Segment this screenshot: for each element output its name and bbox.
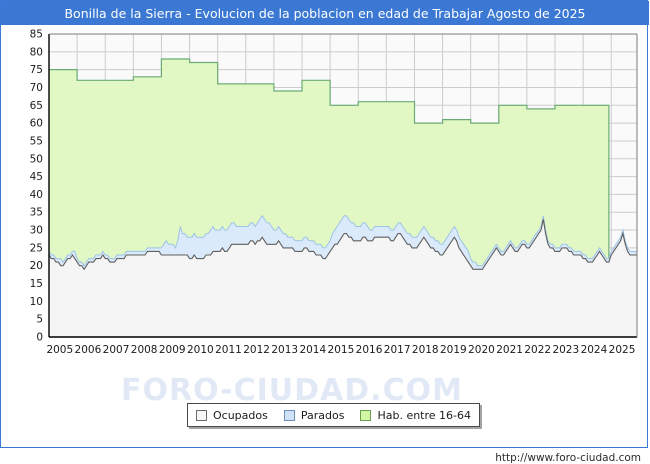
svg-text:75: 75 — [30, 64, 43, 76]
svg-text:2005: 2005 — [46, 344, 73, 356]
svg-text:2009: 2009 — [159, 344, 186, 356]
legend-swatch-ocupados — [196, 409, 207, 421]
svg-text:2024: 2024 — [581, 344, 608, 356]
svg-text:2007: 2007 — [103, 344, 130, 356]
svg-text:65: 65 — [30, 100, 43, 112]
svg-text:50: 50 — [30, 153, 43, 165]
svg-text:20: 20 — [30, 260, 43, 272]
svg-text:2016: 2016 — [356, 344, 383, 356]
page-title: Bonilla de la Sierra - Evolucion de la p… — [1, 1, 649, 25]
chart-legend: Ocupados Parados Hab. entre 16-64 — [187, 403, 481, 427]
svg-text:2006: 2006 — [75, 344, 102, 356]
svg-text:10: 10 — [30, 296, 43, 308]
svg-text:2015: 2015 — [328, 344, 355, 356]
svg-text:45: 45 — [30, 171, 43, 183]
legend-item-parados[interactable]: Parados — [283, 408, 345, 422]
svg-text:2008: 2008 — [131, 344, 158, 356]
svg-text:2022: 2022 — [524, 344, 551, 356]
svg-text:2025: 2025 — [609, 344, 636, 356]
svg-text:60: 60 — [30, 118, 43, 130]
svg-text:2019: 2019 — [440, 344, 467, 356]
svg-text:2021: 2021 — [496, 344, 523, 356]
svg-text:35: 35 — [30, 207, 43, 219]
svg-text:15: 15 — [30, 278, 43, 290]
svg-text:2018: 2018 — [412, 344, 439, 356]
svg-text:2017: 2017 — [384, 344, 411, 356]
svg-text:2011: 2011 — [215, 344, 242, 356]
legend-swatch-habitantes — [360, 409, 372, 421]
legend-label-habitantes: Hab. entre 16-64 — [377, 408, 472, 422]
svg-text:85: 85 — [30, 29, 43, 41]
chart-area: FORO-CIUDAD.COM FORO-CIUDAD.COM 05101520… — [1, 25, 649, 464]
svg-text:70: 70 — [30, 82, 43, 94]
svg-text:2014: 2014 — [299, 344, 326, 356]
svg-text:30: 30 — [30, 225, 43, 237]
svg-text:80: 80 — [30, 46, 43, 58]
svg-text:2012: 2012 — [243, 344, 270, 356]
legend-swatch-parados — [283, 409, 295, 421]
svg-text:5: 5 — [36, 314, 43, 326]
svg-text:2020: 2020 — [468, 344, 495, 356]
svg-text:25: 25 — [30, 242, 43, 254]
svg-text:0: 0 — [36, 332, 43, 344]
legend-item-ocupados[interactable]: Ocupados — [196, 409, 268, 422]
legend-label-ocupados: Ocupados — [213, 408, 268, 422]
source-url[interactable]: http://www.foro-ciudad.com — [495, 452, 641, 464]
svg-text:55: 55 — [30, 135, 43, 147]
svg-text:2010: 2010 — [187, 344, 214, 356]
svg-text:40: 40 — [30, 189, 43, 201]
svg-text:2013: 2013 — [271, 344, 298, 356]
svg-text:2023: 2023 — [552, 344, 579, 356]
legend-item-habitantes[interactable]: Hab. entre 16-64 — [360, 409, 471, 422]
legend-label-parados: Parados — [300, 408, 345, 422]
